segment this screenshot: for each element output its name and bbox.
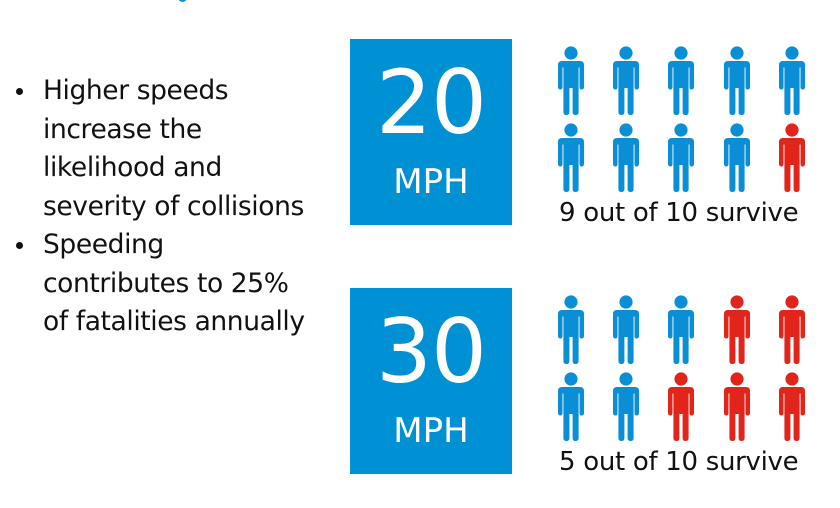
icon-row [557, 295, 807, 372]
person-fatality-icon [667, 372, 695, 442]
bullet-line: Higher speeds [43, 75, 229, 106]
person-survivor-icon [612, 372, 640, 442]
person-survivor-icon [667, 295, 695, 365]
person-survivor-icon [612, 123, 640, 193]
person-survivor-icon [557, 46, 585, 116]
speed-unit: MPH [393, 162, 469, 202]
person-survivor-icon [778, 46, 806, 116]
bullet-dot-icon [16, 88, 23, 95]
person-survivor-icon [557, 372, 585, 442]
survival-caption-30: 5 out of 10 survive [559, 447, 799, 477]
person-survivor-icon [612, 46, 640, 116]
person-survivor-icon [723, 123, 751, 193]
person-survivor-icon [667, 46, 695, 116]
speed-unit: MPH [393, 411, 469, 451]
person-fatality-icon [723, 295, 751, 365]
bullet-item-speeding: Speeding contributes to 25% of fatalitie… [0, 226, 330, 342]
person-fatality-icon [778, 123, 806, 193]
icon-row [557, 46, 807, 123]
title-fragment [178, 0, 187, 2]
bullet-line: severity of collisions [43, 190, 304, 222]
bullet-line: increase the [43, 113, 202, 145]
bullet-item-higher-speeds: Higher speeds increase the likelihood an… [0, 72, 330, 226]
person-survivor-icon [612, 295, 640, 365]
speed-value: 20 [376, 51, 487, 154]
bullet-line: of fatalities annually [43, 306, 305, 337]
survival-icon-grid-30 [557, 295, 807, 449]
bullet-line: likelihood and [43, 152, 222, 183]
survival-caption-20: 9 out of 10 survive [559, 198, 799, 228]
person-survivor-icon [723, 46, 751, 116]
icon-row [557, 372, 807, 449]
bullet-line: contributes to 25% [43, 267, 289, 299]
person-fatality-icon [723, 372, 751, 442]
bullet-line: Speeding [43, 229, 164, 260]
person-survivor-icon [557, 123, 585, 193]
survival-icon-grid-20 [557, 46, 807, 200]
speed-box-30: 30 MPH [350, 288, 512, 474]
bullet-list: Higher speeds increase the likelihood an… [0, 72, 330, 342]
person-fatality-icon [778, 372, 806, 442]
icon-row [557, 123, 807, 200]
bullet-dot-icon [16, 242, 23, 249]
person-survivor-icon [557, 295, 585, 365]
speed-value: 30 [376, 300, 487, 403]
person-fatality-icon [778, 295, 806, 365]
speed-box-20: 20 MPH [350, 39, 512, 225]
person-survivor-icon [667, 123, 695, 193]
